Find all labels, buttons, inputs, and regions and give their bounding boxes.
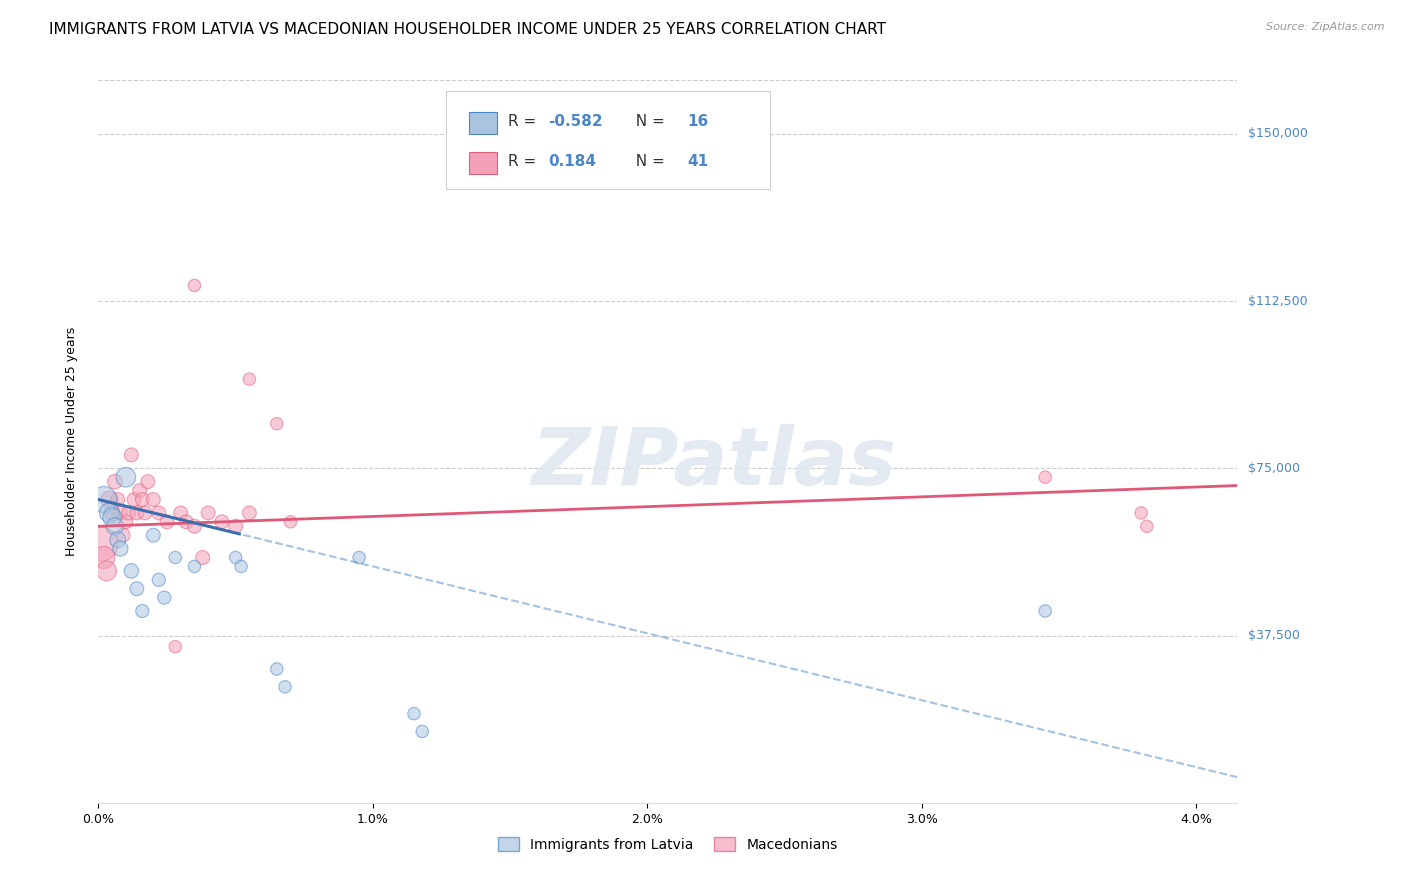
Point	[90, 537, 112, 551]
Text: $37,500: $37,500	[1249, 629, 1301, 642]
FancyBboxPatch shape	[446, 91, 770, 189]
Text: N =: N =	[626, 153, 669, 169]
Point	[274, 680, 297, 694]
Point	[411, 724, 433, 739]
Point	[128, 483, 150, 498]
Point	[266, 662, 288, 676]
Point	[183, 559, 205, 574]
Point	[197, 506, 219, 520]
Text: R =: R =	[509, 114, 541, 129]
Point	[125, 506, 148, 520]
Point	[136, 475, 159, 489]
Point	[115, 515, 138, 529]
Point	[238, 506, 260, 520]
Point	[122, 492, 145, 507]
Text: Source: ZipAtlas.com: Source: ZipAtlas.com	[1267, 22, 1385, 32]
Point	[280, 515, 302, 529]
Text: IMMIGRANTS FROM LATVIA VS MACEDONIAN HOUSEHOLDER INCOME UNDER 25 YEARS CORRELATI: IMMIGRANTS FROM LATVIA VS MACEDONIAN HOU…	[49, 22, 886, 37]
Point	[211, 515, 233, 529]
Text: $150,000: $150,000	[1249, 128, 1308, 140]
Point	[115, 470, 138, 484]
Point	[402, 706, 425, 721]
Point	[148, 573, 170, 587]
Point	[1033, 604, 1056, 618]
Text: ZIPatlas: ZIPatlas	[531, 425, 896, 502]
Text: $112,500: $112,500	[1249, 294, 1308, 308]
Point	[142, 492, 165, 507]
Point	[120, 448, 142, 462]
Point	[107, 533, 129, 547]
Point	[347, 550, 370, 565]
Point	[96, 564, 118, 578]
FancyBboxPatch shape	[468, 152, 498, 174]
Text: R =: R =	[509, 153, 541, 169]
Point	[174, 515, 197, 529]
Point	[125, 582, 148, 596]
Text: 16: 16	[688, 114, 709, 129]
Point	[238, 372, 260, 386]
Point	[142, 528, 165, 542]
Y-axis label: Householder Income Under 25 years: Householder Income Under 25 years	[65, 326, 77, 557]
Point	[148, 506, 170, 520]
Point	[1130, 506, 1153, 520]
Point	[1033, 470, 1056, 484]
Point	[112, 528, 135, 542]
Point	[107, 492, 129, 507]
Legend: Immigrants from Latvia, Macedonians: Immigrants from Latvia, Macedonians	[492, 831, 844, 857]
Point	[153, 591, 176, 605]
Point	[93, 492, 115, 507]
Text: N =: N =	[626, 114, 669, 129]
FancyBboxPatch shape	[468, 112, 498, 135]
Point	[110, 506, 132, 520]
Point	[104, 519, 127, 533]
Point	[225, 519, 247, 533]
Point	[101, 510, 124, 524]
Point	[165, 550, 187, 565]
Point	[101, 506, 124, 520]
Text: $75,000: $75,000	[1249, 462, 1301, 475]
Point	[156, 515, 179, 529]
Text: 0.184: 0.184	[548, 153, 596, 169]
Point	[98, 506, 121, 520]
Point	[134, 506, 156, 520]
Point	[170, 506, 193, 520]
Point	[183, 278, 205, 293]
Text: 41: 41	[688, 153, 709, 169]
Point	[131, 604, 153, 618]
Point	[104, 475, 127, 489]
Point	[266, 417, 288, 431]
Point	[1136, 519, 1159, 533]
Point	[110, 541, 132, 556]
Point	[117, 506, 139, 520]
Point	[165, 640, 187, 654]
Point	[120, 564, 142, 578]
Point	[131, 492, 153, 507]
Text: -0.582: -0.582	[548, 114, 603, 129]
Point	[191, 550, 214, 565]
Point	[229, 559, 252, 574]
Point	[93, 550, 115, 565]
Point	[98, 492, 121, 507]
Point	[183, 519, 205, 533]
Point	[225, 550, 247, 565]
